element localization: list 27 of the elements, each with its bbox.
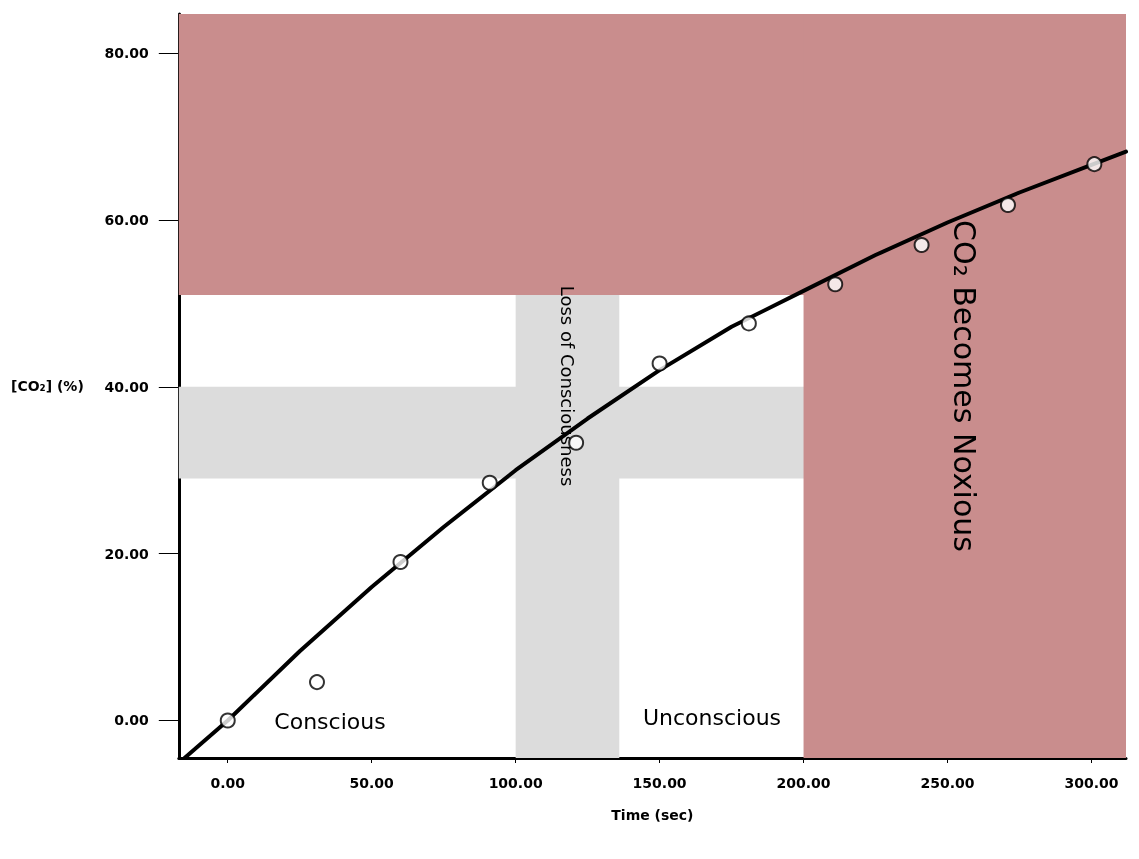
point	[219, 712, 236, 729]
point	[913, 237, 930, 254]
y-tick-label: 60.00	[104, 212, 150, 229]
x-tick-label: 0.00	[210, 775, 246, 791]
y-tick-label: 20.00	[104, 545, 150, 562]
band-label: CO₂ Becomes Noxious	[947, 220, 983, 552]
y-tick-label: 0.00	[114, 712, 150, 729]
point	[1086, 156, 1103, 173]
x-tick-label: 300.00	[1064, 775, 1119, 791]
x-tick-label: 200.00	[776, 775, 831, 791]
point	[481, 474, 498, 491]
annotation: Unconscious	[642, 704, 782, 730]
annotation: Conscious	[274, 708, 386, 734]
point	[651, 355, 668, 372]
y-tick-label: 80.00	[104, 45, 150, 62]
point	[392, 553, 409, 570]
y-axis-title: [CO₂] (%)	[10, 378, 84, 394]
x-tick-label: 250.00	[920, 775, 975, 791]
point	[827, 276, 844, 293]
y-tick-label: 40.00	[104, 378, 150, 395]
point	[309, 674, 325, 691]
x-tick-label: 50.00	[349, 775, 395, 791]
point	[740, 315, 757, 332]
x-tick-label: 150.00	[632, 775, 687, 791]
x-axis-title: Time (sec)	[611, 807, 694, 823]
x-tick-label: 100.00	[488, 775, 543, 791]
point	[999, 197, 1016, 213]
